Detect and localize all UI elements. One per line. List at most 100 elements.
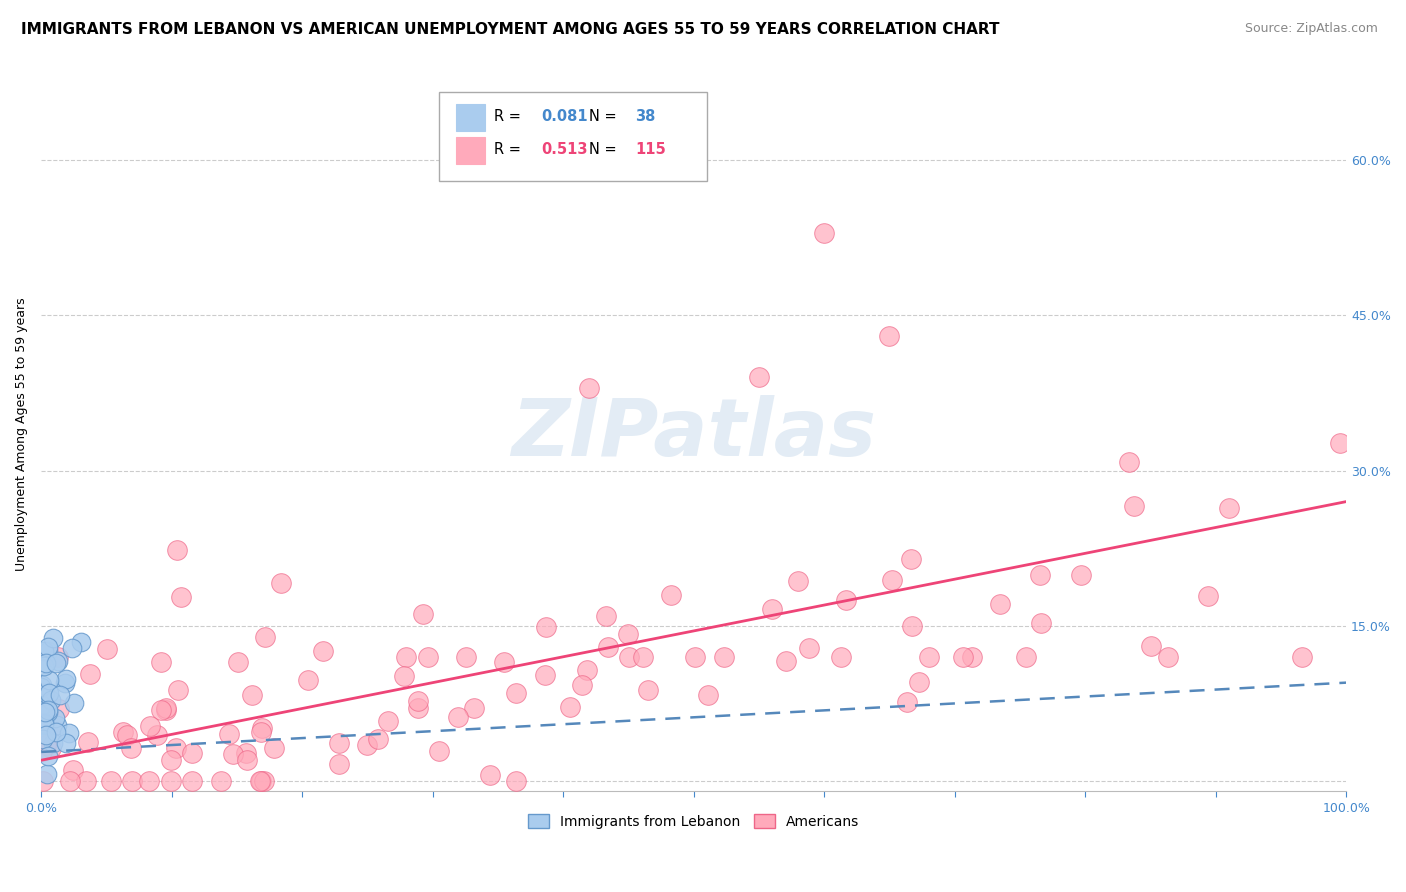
Point (222, 747, 245, 761)
Text: Source: ZipAtlas.com: Source: ZipAtlas.com (1244, 22, 1378, 36)
Point (416, 649, 439, 664)
Point (34, 716, 56, 731)
Point (633, 649, 655, 664)
Point (70, 634, 93, 648)
Point (697, 688, 720, 702)
Point (637, 682, 659, 697)
Point (908, 674, 931, 689)
Point (395, 649, 418, 664)
Point (138, 773, 160, 788)
Y-axis label: Unemployment Among Ages 55 to 59 years: Unemployment Among Ages 55 to 59 years (15, 298, 28, 571)
Point (181, 773, 204, 788)
Point (49, 689, 72, 703)
Point (408, 701, 430, 715)
Point (38, 686, 60, 700)
Point (235, 746, 257, 760)
Point (505, 773, 527, 788)
Point (169, 590, 191, 604)
Point (571, 678, 593, 692)
Point (31, 678, 53, 692)
Point (79, 667, 101, 681)
Point (160, 753, 183, 767)
Point (42, 631, 65, 645)
Point (37, 767, 59, 781)
Point (1070, 567, 1092, 582)
Point (598, 640, 620, 654)
Point (32, 717, 55, 731)
Text: 0.081: 0.081 (541, 109, 588, 124)
Text: 115: 115 (636, 142, 666, 157)
Point (34, 686, 56, 700)
Point (427, 744, 450, 758)
Point (165, 740, 187, 755)
Point (155, 703, 177, 717)
Point (100, 773, 122, 788)
Point (35, 739, 58, 753)
Point (1031, 616, 1053, 631)
Point (96, 642, 118, 657)
Point (454, 649, 477, 664)
Point (139, 719, 162, 733)
Text: 38: 38 (636, 109, 655, 124)
Point (45, 656, 67, 670)
Text: N =: N = (589, 142, 621, 157)
Text: 0.513: 0.513 (541, 142, 588, 157)
Point (263, 740, 285, 755)
Point (30, 680, 52, 694)
Point (112, 725, 135, 739)
Point (775, 654, 797, 668)
Point (75, 773, 97, 788)
Point (32, 644, 55, 658)
Point (534, 620, 557, 634)
Point (37, 640, 59, 655)
Point (616, 627, 638, 641)
Point (797, 640, 820, 655)
Point (31, 732, 53, 747)
Point (311, 644, 333, 658)
Point (356, 738, 378, 752)
Point (659, 588, 682, 602)
Point (39, 692, 62, 706)
Point (149, 655, 172, 669)
Point (37, 705, 59, 719)
Point (46, 718, 69, 732)
Point (34, 706, 56, 720)
Point (76, 735, 98, 749)
Point (166, 542, 188, 557)
Point (900, 551, 922, 566)
Point (492, 655, 515, 669)
Point (35, 657, 58, 671)
Point (31, 717, 53, 731)
Point (1291, 649, 1313, 664)
Point (38, 673, 60, 687)
Text: IMMIGRANTS FROM LEBANON VS AMERICAN UNEMPLOYMENT AMONG AGES 55 TO 59 YEARS CORRE: IMMIGRANTS FROM LEBANON VS AMERICAN UNEM… (21, 22, 1000, 37)
Point (392, 669, 415, 683)
Point (918, 649, 941, 664)
Point (218, 727, 240, 741)
Point (787, 574, 810, 588)
Point (578, 381, 600, 395)
Point (39, 741, 62, 756)
Point (713, 649, 735, 664)
Point (37, 703, 59, 717)
Point (55, 736, 77, 750)
Point (146, 729, 169, 743)
Point (31, 698, 53, 712)
Point (235, 753, 257, 767)
Point (180, 746, 202, 760)
Point (595, 608, 617, 623)
Legend: Immigrants from Lebanon, Americans: Immigrants from Lebanon, Americans (523, 808, 865, 834)
Point (48, 702, 70, 716)
Bar (456, 103, 485, 131)
Point (149, 703, 172, 717)
Point (209, 773, 232, 788)
Point (377, 714, 399, 728)
Point (534, 667, 557, 681)
Text: R =: R = (494, 142, 526, 157)
Point (121, 773, 143, 788)
Point (270, 576, 292, 591)
Point (160, 773, 183, 788)
Point (63, 696, 86, 710)
Point (297, 673, 319, 688)
Point (960, 649, 983, 664)
